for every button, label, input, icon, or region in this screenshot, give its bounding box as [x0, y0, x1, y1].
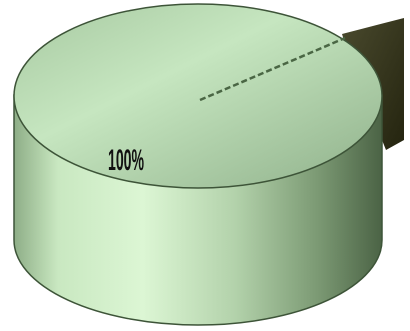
- data-label: 100%: [108, 144, 144, 177]
- pie-slice-top: [13, 3, 383, 189]
- slice-seam-line: [199, 36, 346, 102]
